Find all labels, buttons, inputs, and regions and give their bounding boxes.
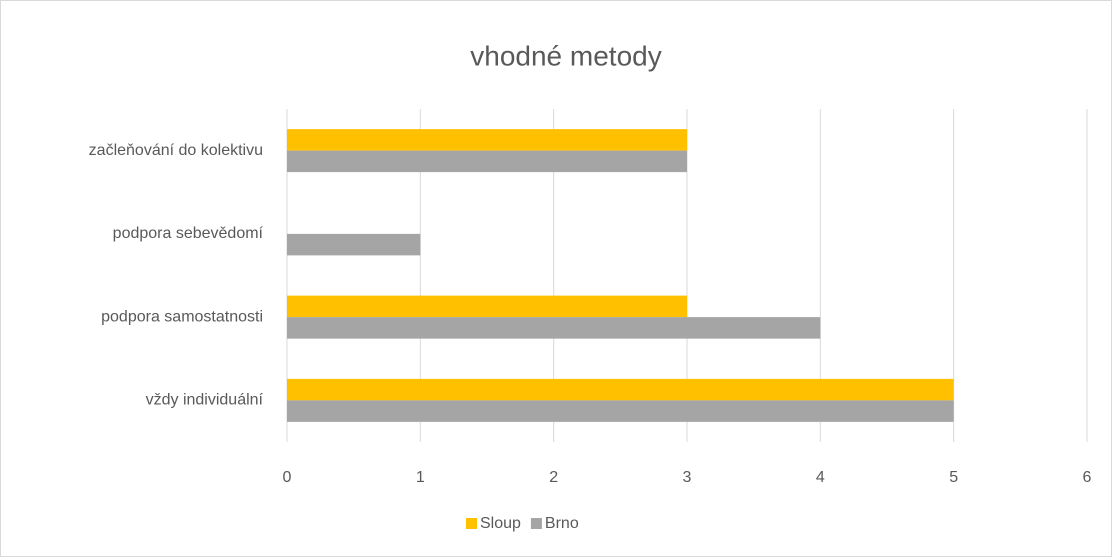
x-tick-label: 0 <box>283 469 292 486</box>
x-tick-label: 4 <box>816 469 825 486</box>
bar <box>287 295 687 318</box>
x-tick-label: 2 <box>549 469 558 486</box>
y-tick-label: vždy individuální <box>146 392 264 409</box>
bar <box>287 150 687 173</box>
bar <box>287 233 421 256</box>
bar <box>287 400 954 422</box>
y-tick-label: podpora sebevědomí <box>113 225 264 242</box>
legend-label: Sloup <box>480 515 521 532</box>
legend-swatch <box>530 518 542 529</box>
x-tick-label: 3 <box>683 469 692 486</box>
x-tick-label: 5 <box>949 469 958 486</box>
bar <box>287 378 954 401</box>
legend-swatch <box>466 518 477 529</box>
x-tick-label: 6 <box>1083 469 1092 486</box>
bar <box>287 317 821 339</box>
bar <box>287 129 687 151</box>
y-tick-label: podpora samostatnosti <box>101 308 263 325</box>
legend-label: Brno <box>545 515 579 532</box>
y-tick-label: začleňování do kolektivu <box>89 142 263 159</box>
chart-title: vhodné metody <box>470 40 661 71</box>
x-tick-label: 1 <box>416 469 425 486</box>
